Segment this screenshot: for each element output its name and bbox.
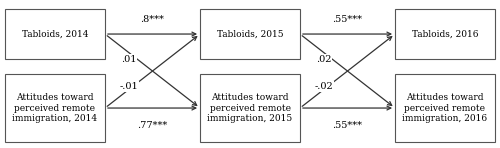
Text: .8***: .8*** [140,16,164,24]
Text: Attitudes toward
perceived remote
immigration, 2015: Attitudes toward perceived remote immigr… [208,93,292,123]
Text: .55***: .55*** [332,16,362,24]
Text: .02: .02 [316,55,332,64]
Bar [200,74,300,142]
Text: .55***: .55*** [332,121,362,130]
Text: -.01: -.01 [120,82,139,91]
Text: .01: .01 [121,55,137,64]
Text: -.02: -.02 [314,82,334,91]
Text: .77***: .77*** [138,121,168,130]
Bar [5,9,105,59]
Bar [200,9,300,59]
Bar [5,74,105,142]
Text: Tabloids, 2015: Tabloids, 2015 [216,30,284,38]
Bar [395,9,495,59]
Text: Tabloids, 2014: Tabloids, 2014 [22,30,88,38]
Text: Attitudes toward
perceived remote
immigration, 2014: Attitudes toward perceived remote immigr… [12,93,98,123]
Bar [395,74,495,142]
Text: Attitudes toward
perceived remote
immigration, 2016: Attitudes toward perceived remote immigr… [402,93,488,123]
Text: Tabloids, 2016: Tabloids, 2016 [412,30,478,38]
